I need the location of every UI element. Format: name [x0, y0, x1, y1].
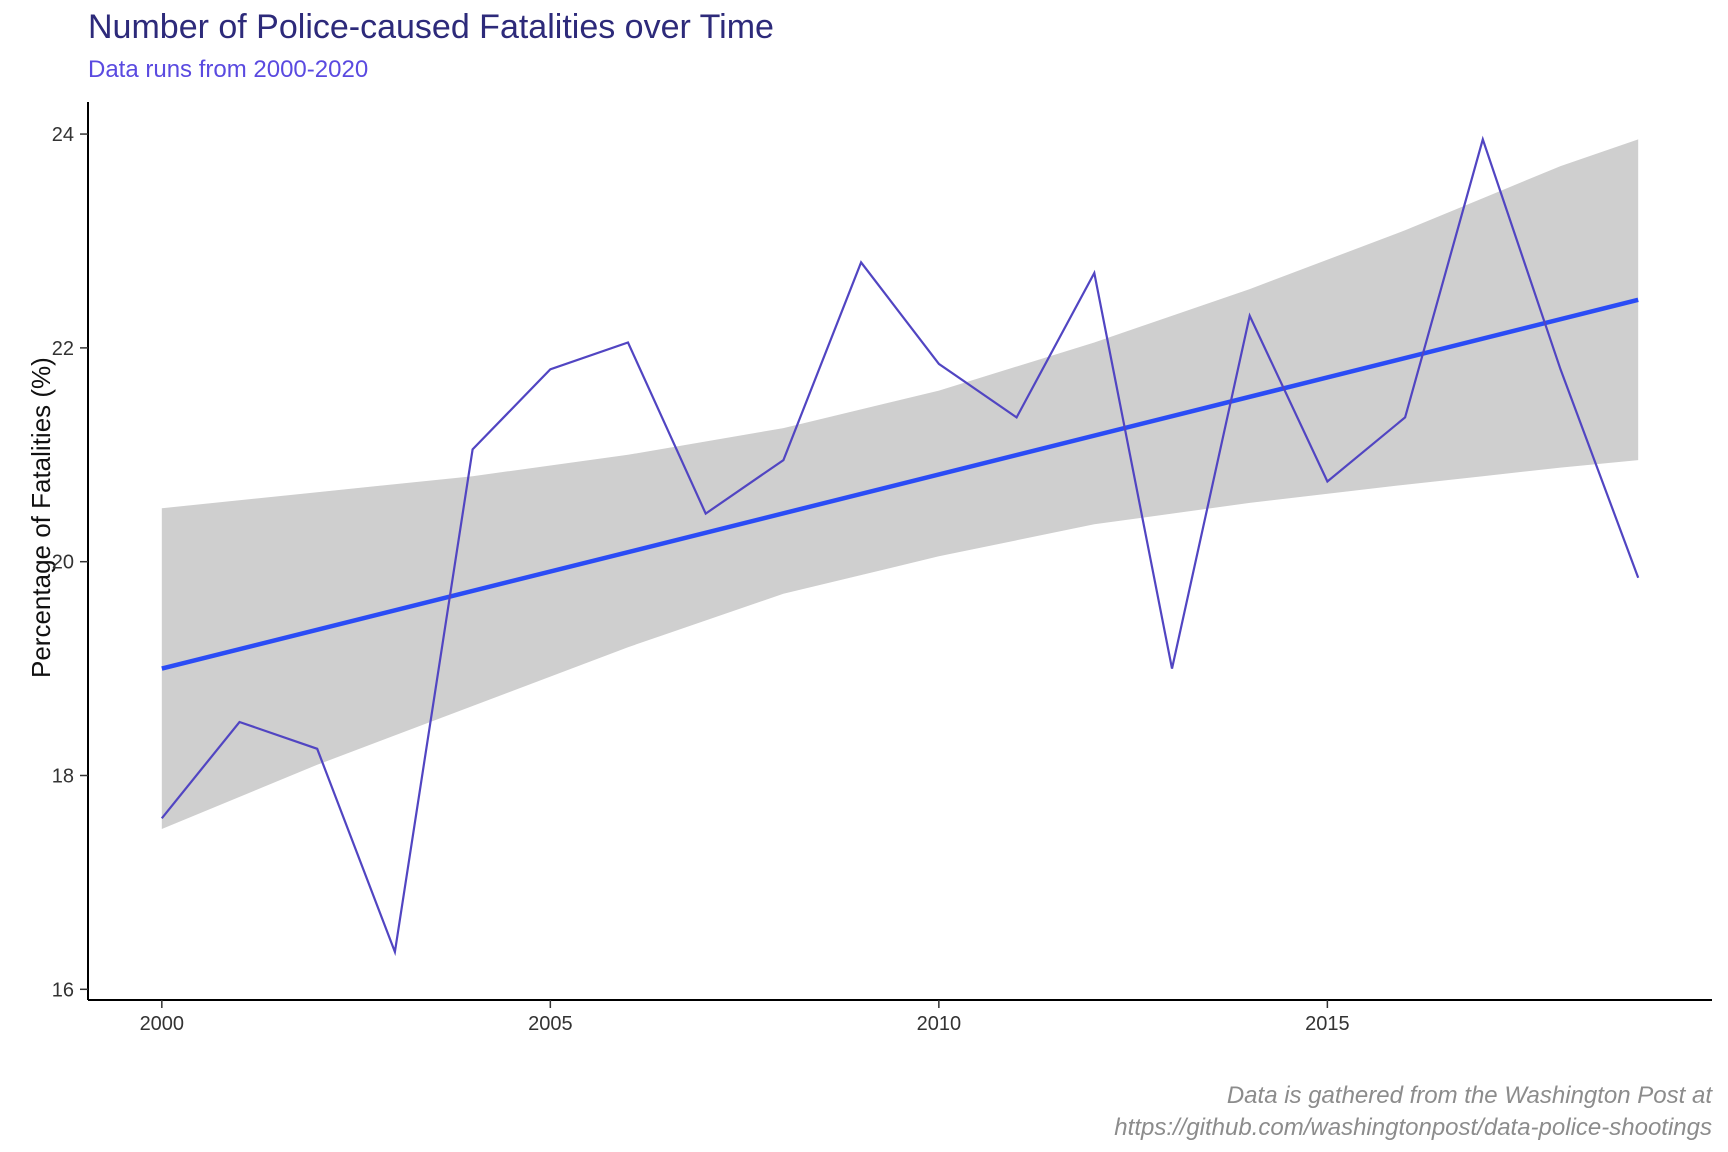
series-line: [160, 135, 1640, 957]
x-tick-label: 2005: [528, 1013, 573, 1035]
caption-line-1: Data is gathered from the Washington Pos…: [1226, 1082, 1712, 1109]
chart-subtitle: Data runs from 2000-2020: [88, 56, 369, 83]
x-tick-label: 2000: [140, 1013, 185, 1035]
y-tick-label: 20: [52, 552, 74, 574]
trend-line: [161, 297, 1639, 671]
y-tick-label: 24: [52, 124, 74, 146]
y-tick-label: 22: [52, 338, 74, 360]
chart-title: Number of Police-caused Fatalities over …: [88, 8, 774, 46]
trend-layer: [161, 297, 1639, 671]
x-tick-label: 2015: [1305, 1013, 1350, 1035]
y-tick-label: 18: [52, 766, 74, 788]
x-tick-label: 2010: [917, 1013, 962, 1035]
axes-layer: 16 18 20 22 24 2000 2005 2010 2015: [52, 102, 1712, 1035]
caption-line-2: https://github.com/washingtonpost/data-p…: [1114, 1114, 1712, 1141]
series-layer: [160, 135, 1640, 957]
y-tick-label: 16: [52, 979, 74, 1001]
source-caption: Data is gathered from the Washington Pos…: [1114, 1080, 1712, 1144]
